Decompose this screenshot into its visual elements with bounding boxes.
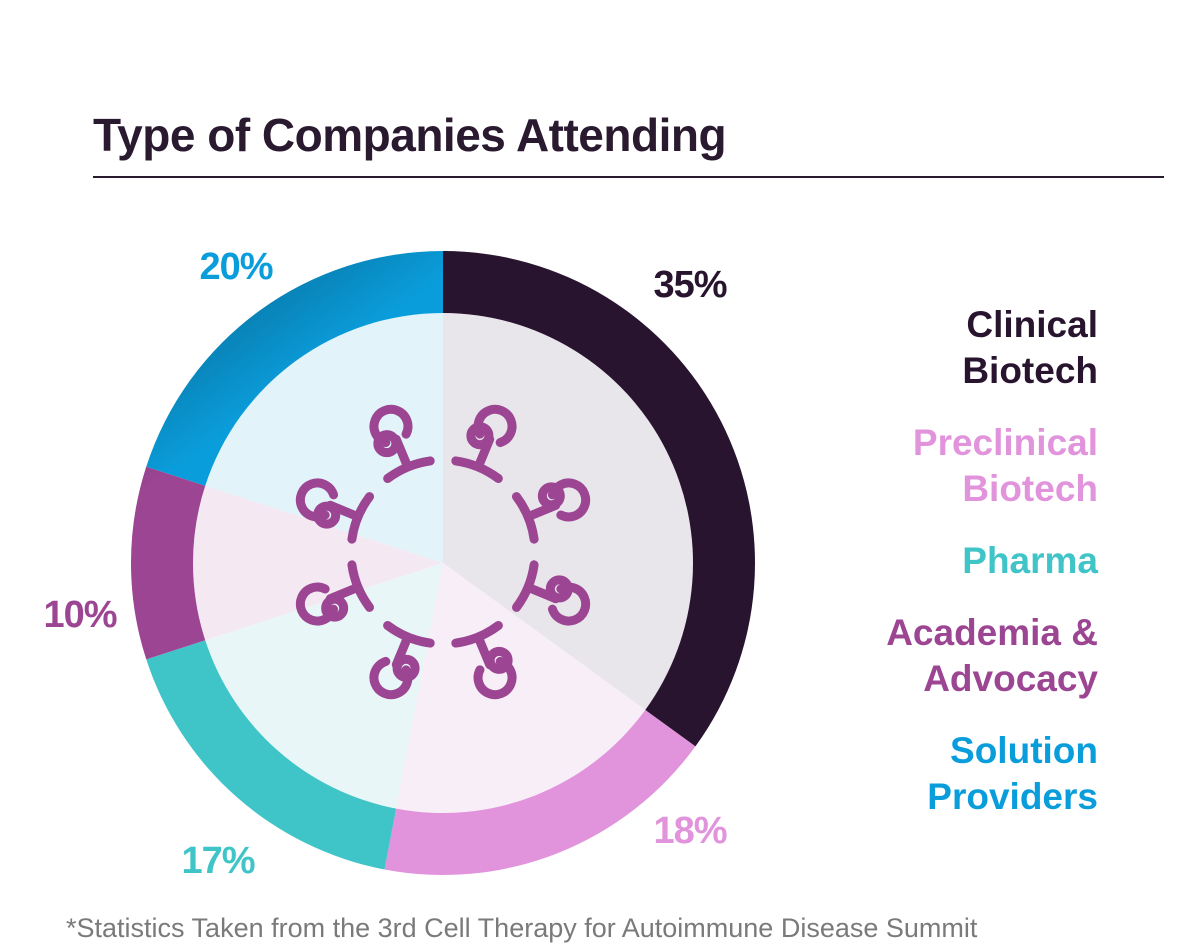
legend-item-academia-advocacy: Academia & Advocacy bbox=[886, 610, 1098, 702]
molecule-ring-icon bbox=[295, 404, 591, 700]
legend-label: Pharma bbox=[962, 540, 1098, 581]
legend-label: Providers bbox=[927, 776, 1098, 817]
value-label-preclinical-biotech: 18% bbox=[653, 810, 726, 852]
slice-fill-preclinical-biotech bbox=[396, 563, 646, 813]
legend-label: Biotech bbox=[962, 350, 1098, 391]
chart-title: Type of Companies Attending bbox=[93, 109, 727, 161]
legend-item-pharma: Pharma bbox=[886, 538, 1098, 584]
chart-value-labels: 35% 18% 17% 10% 20% bbox=[43, 246, 727, 882]
chart-slices bbox=[130, 251, 755, 875]
legend-label: Solution bbox=[950, 730, 1098, 771]
footnote: *Statistics Taken from the 3rd Cell Ther… bbox=[66, 913, 978, 943]
legend-item-solution-providers: Solution Providers bbox=[886, 728, 1098, 820]
slice-fill-academia-advocacy bbox=[193, 485, 443, 641]
slice-pharma bbox=[146, 640, 397, 870]
legend-item-clinical-biotech: Clinical Biotech bbox=[886, 302, 1098, 394]
legend-label: Preclinical bbox=[912, 422, 1098, 463]
value-label-pharma: 17% bbox=[181, 840, 254, 882]
legend-label: Clinical bbox=[966, 304, 1098, 345]
slice-preclinical-biotech bbox=[384, 709, 696, 875]
legend-item-preclinical-biotech: Preclinical Biotech bbox=[886, 420, 1098, 512]
value-label-solution-providers: 20% bbox=[199, 246, 272, 288]
value-label-clinical-biotech: 35% bbox=[653, 264, 726, 306]
title-divider bbox=[93, 176, 1164, 178]
value-label-academia-advocacy: 10% bbox=[43, 594, 116, 636]
slice-clinical-biotech bbox=[443, 251, 755, 747]
legend-label: Advocacy bbox=[923, 658, 1098, 699]
chart-legend: Clinical Biotech Preclinical Biotech Pharma A… bbox=[886, 302, 1098, 846]
legend-label: Biotech bbox=[962, 468, 1098, 509]
legend-label: Academia & bbox=[886, 612, 1098, 653]
